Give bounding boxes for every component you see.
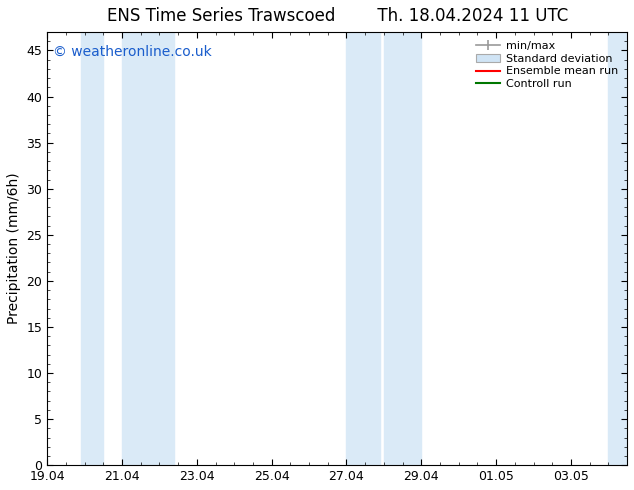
Y-axis label: Precipitation (mm/6h): Precipitation (mm/6h) (7, 173, 21, 324)
Legend: min/max, Standard deviation, Ensemble mean run, Controll run: min/max, Standard deviation, Ensemble me… (472, 38, 621, 93)
Bar (122, 32, 174, 465)
Text: © weatheronline.co.uk: © weatheronline.co.uk (53, 45, 212, 59)
Title: ENS Time Series Trawscoed        Th. 18.04.2024 11 UTC: ENS Time Series Trawscoed Th. 18.04.2024… (107, 7, 568, 25)
Bar (347, 32, 380, 465)
Bar (81, 32, 103, 465)
Bar (609, 32, 627, 465)
Bar (384, 32, 422, 465)
